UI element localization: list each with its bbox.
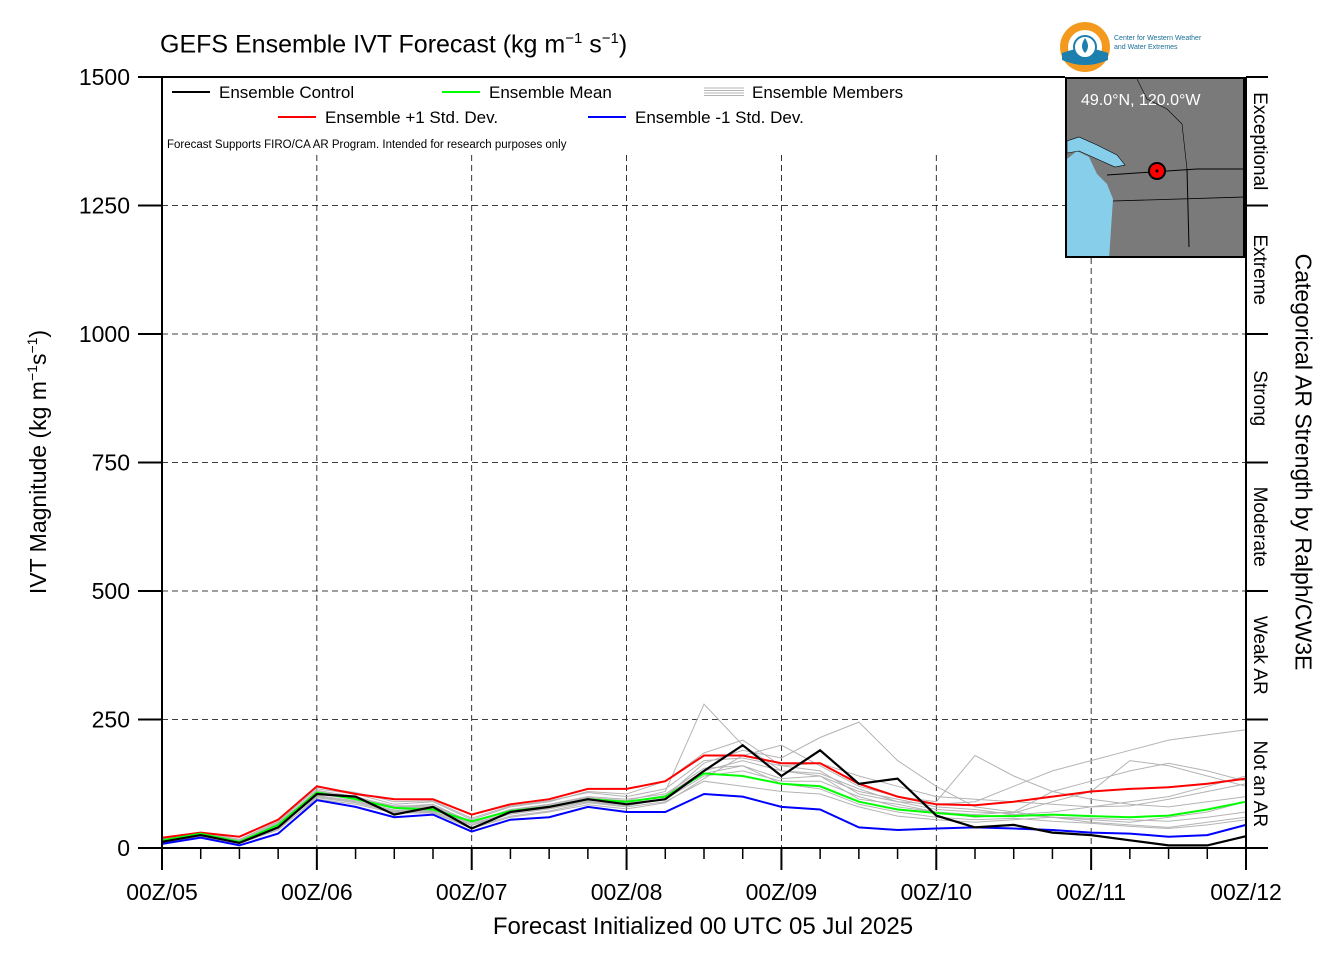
y-tick-label: 750 xyxy=(92,450,130,476)
legend-minus-std-label: Ensemble -1 Std. Dev. xyxy=(635,108,804,127)
y-tick-label: 250 xyxy=(92,707,130,733)
chart-title: GEFS Ensemble IVT Forecast (kg m−1 s−1) xyxy=(160,30,628,59)
inset-map-graphic xyxy=(1067,79,1243,256)
plus-std-line xyxy=(161,754,1247,839)
x-tick-label: 00Z/12 xyxy=(1210,879,1282,905)
x-tick-label: 00Z/06 xyxy=(281,879,353,905)
category-label: Moderate xyxy=(1249,487,1270,567)
ensemble-stat-lines xyxy=(161,743,1247,847)
y-tick-label: 0 xyxy=(117,835,130,861)
y-tick-label: 1250 xyxy=(79,193,130,219)
x-tick-label: 00Z/10 xyxy=(900,879,972,905)
right-axis-title: Categorical AR Strength by Ralph/CW3E xyxy=(1290,253,1317,671)
ensemble-member-line xyxy=(161,765,1247,843)
research-note: Forecast Supports FIRO/CA AR Program. In… xyxy=(167,139,567,151)
cw3e-logo-icon xyxy=(1060,22,1110,72)
minus-std-line xyxy=(161,792,1247,847)
y-tick-label: 500 xyxy=(92,578,130,604)
mean-line xyxy=(161,772,1247,843)
category-label: Extreme xyxy=(1249,234,1270,305)
legend-plus-std-label: Ensemble +1 Std. Dev. xyxy=(325,108,498,127)
control-line xyxy=(161,743,1247,847)
x-axis-title: Forecast Initialized 00 UTC 05 Jul 2025 xyxy=(492,913,914,940)
y-tick-label: 1000 xyxy=(79,321,130,347)
x-tick-label: 00Z/05 xyxy=(126,879,198,905)
category-label: Strong xyxy=(1249,370,1270,426)
category-label: Exceptional xyxy=(1249,92,1270,190)
axes: 0 250 500 750 1000 1250 1500 00Z/05 00Z/06 00Z/07… xyxy=(79,64,1282,905)
x-tick-label: 00Z/09 xyxy=(746,879,818,905)
location-inset-map: 49.0°N, 120.0°W xyxy=(1065,77,1245,258)
legend-control-label: Ensemble Control xyxy=(219,83,354,102)
ensemble-member-line xyxy=(161,729,1247,841)
category-labels: Not an AR Weak AR Moderate Strong Extreme Exc… xyxy=(1249,92,1270,827)
y-axis-title: IVT Magnitude (kg m−1s−1) xyxy=(24,329,51,595)
ensemble-member-line xyxy=(161,765,1247,842)
y-tick-label: 1500 xyxy=(79,64,130,90)
ensemble-member-line xyxy=(161,721,1247,844)
cw3e-logo: Center for Western Weather and Water Extr… xyxy=(1058,20,1240,74)
x-tick-label: 00Z/07 xyxy=(436,879,508,905)
grid-lines xyxy=(162,155,1246,848)
legend-members-label: Ensemble Members xyxy=(752,83,903,102)
ensemble-member-line xyxy=(161,762,1247,844)
legend-mean-label: Ensemble Mean xyxy=(489,83,612,102)
x-tick-label: 00Z/08 xyxy=(591,879,663,905)
inset-coordinates: 49.0°N, 120.0°W xyxy=(1081,92,1201,109)
logo-text: Center for Western Weather and Water Extr… xyxy=(1114,35,1202,51)
legend: Ensemble Control Ensemble Mean Ensemble +1… xyxy=(167,83,903,151)
category-label: Not an AR xyxy=(1249,740,1270,827)
x-tick-label: 00Z/11 xyxy=(1056,879,1126,905)
category-label: Weak AR xyxy=(1249,616,1270,695)
